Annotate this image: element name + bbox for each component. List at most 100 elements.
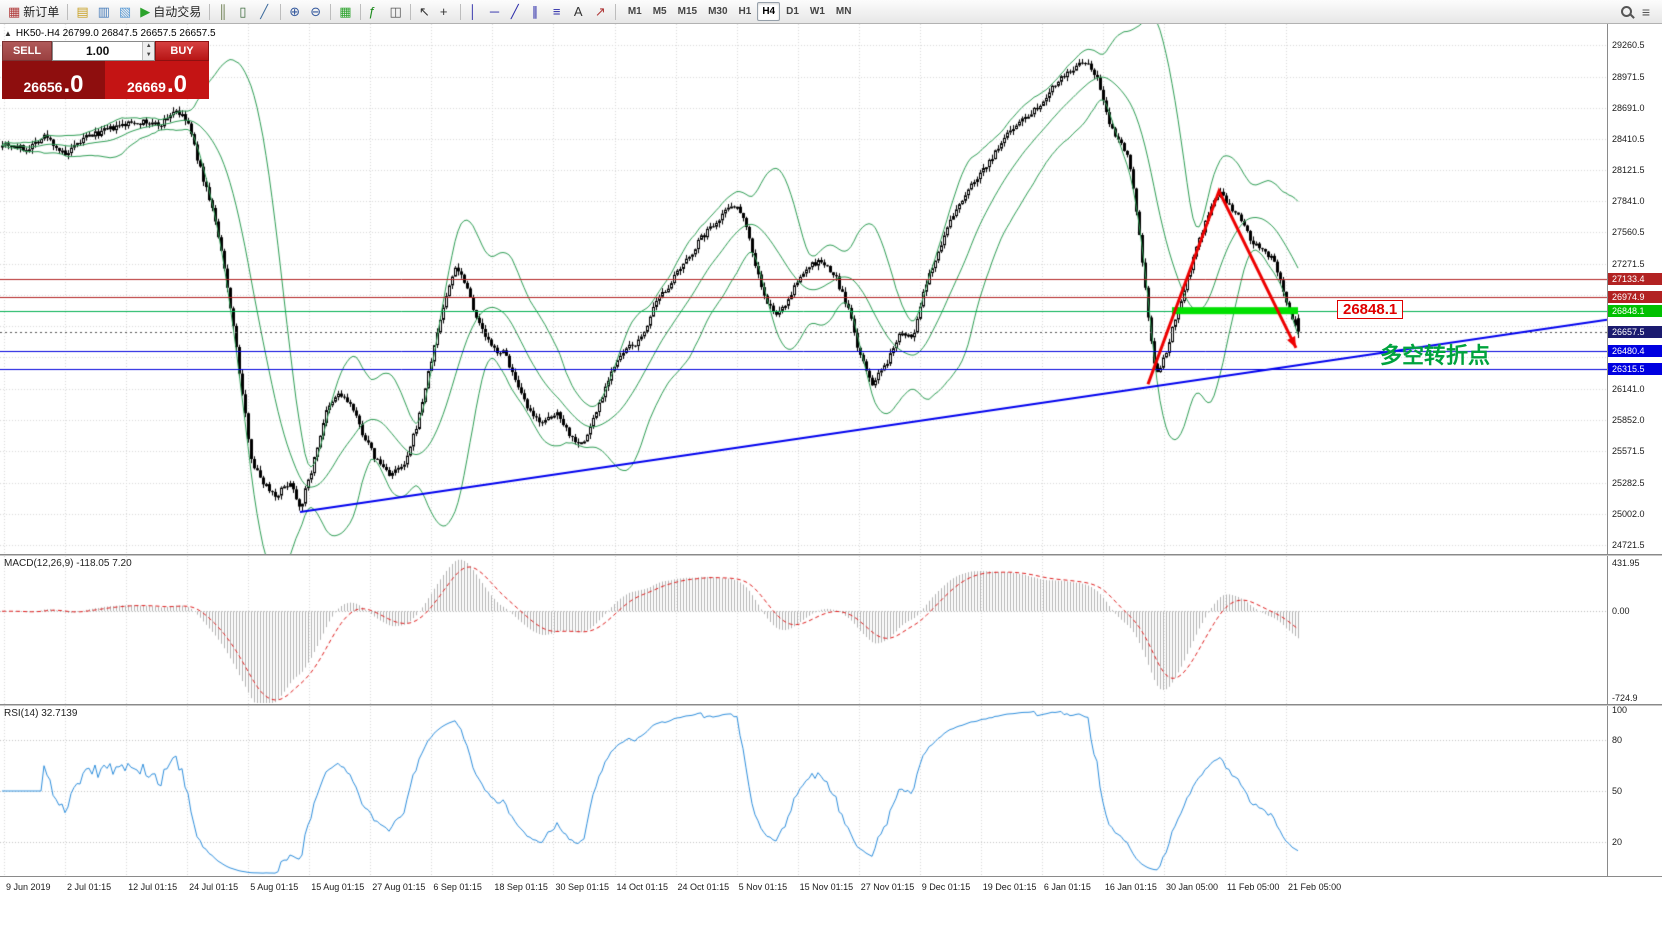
volume-down-icon[interactable]: ▼ bbox=[143, 51, 154, 60]
time-axis[interactable]: 9 Jun 2019 2 Jul 01:15 12 Jul 01:15 24 Jul … bbox=[0, 876, 1662, 896]
timeframe-H1[interactable]: H1 bbox=[738, 6, 752, 17]
charts-button[interactable]: ▧ bbox=[115, 2, 135, 22]
text-icon: A bbox=[573, 4, 583, 19]
sell-price-frac: .0 bbox=[63, 71, 84, 98]
crosshair-button[interactable]: + bbox=[436, 2, 456, 22]
zoom-in-button[interactable]: ⊕ bbox=[285, 2, 305, 22]
new-order-button[interactable]: ▦ 新订单 bbox=[4, 2, 63, 22]
pane-splitter[interactable] bbox=[0, 554, 1662, 556]
auto-trading-icon: ▶ bbox=[140, 4, 151, 19]
objects-button[interactable]: ◫ bbox=[386, 2, 406, 22]
time-axis-label: 11 Feb 05:00 bbox=[1227, 882, 1280, 892]
bar-chart-button[interactable]: ║ bbox=[214, 2, 234, 22]
vline-button[interactable]: │ bbox=[465, 2, 485, 22]
price-axis-label: 25852.0 bbox=[1612, 415, 1645, 426]
trendline-button[interactable]: ╱ bbox=[507, 2, 527, 22]
objects-icon: ◫ bbox=[389, 4, 402, 19]
volume-spinner: ▲ ▼ bbox=[142, 42, 154, 60]
auto-trading-button[interactable]: ▶ 自动交易 bbox=[136, 2, 205, 22]
one-click-collapse-icon[interactable]: ▲ bbox=[4, 29, 12, 38]
new-order-icon: ▦ bbox=[8, 4, 21, 19]
time-axis-label: 2 Jul 01:15 bbox=[67, 882, 112, 892]
rsi-axis-label: 50 bbox=[1612, 786, 1623, 796]
time-axis-label: 30 Jan 05:00 bbox=[1165, 882, 1218, 892]
timeframe-W1[interactable]: W1 bbox=[809, 6, 825, 17]
timeframe-M5[interactable]: M5 bbox=[652, 6, 667, 17]
history-button[interactable]: ▤ bbox=[72, 2, 92, 22]
zoom-in-icon: ⊕ bbox=[289, 4, 301, 19]
text-button[interactable]: A bbox=[570, 2, 590, 22]
indicators-button[interactable]: ƒ bbox=[365, 2, 385, 22]
timeframe-M1[interactable]: M1 bbox=[627, 6, 642, 17]
toolbar-buttons: ▦ 新订单 ▤ ▥ ▧ ▶ 自动交易 ║ ▯ ╱ ⊕ ⊖ ▦ ƒ ◫ ↖ + │ ─ ╱ ∥ ≡ A ↗ bbox=[4, 2, 619, 22]
price-callout[interactable]: 26848.1 bbox=[1337, 300, 1404, 319]
rsi-canvas[interactable] bbox=[0, 706, 1607, 876]
search-icon[interactable] bbox=[1620, 6, 1632, 17]
fibo-button[interactable]: ≡ bbox=[549, 2, 569, 22]
rsi-axis-label: 80 bbox=[1612, 735, 1623, 745]
buy-button[interactable]: BUY bbox=[155, 41, 209, 61]
timeframe-MN[interactable]: MN bbox=[835, 6, 852, 17]
menu-icon[interactable]: ≡ bbox=[1641, 3, 1650, 20]
timeframe-D1[interactable]: D1 bbox=[786, 6, 799, 17]
turning-point-label[interactable]: 多空转折点 bbox=[1380, 343, 1491, 368]
buy-price-box[interactable]: 26669 .0 bbox=[105, 61, 209, 99]
trendline-icon: ╱ bbox=[510, 4, 519, 19]
trade-panel-header-row: SELL ▲ ▼ BUY bbox=[2, 41, 209, 61]
sell-price-main: 26656 bbox=[23, 79, 63, 95]
hline-icon: ─ bbox=[489, 4, 500, 19]
price-tag: 26848.1 bbox=[1608, 304, 1662, 317]
macd-label: MACD(12,26,9) -118.05 7.20 bbox=[4, 558, 132, 569]
time-axis-label: 6 Sep 01:15 bbox=[433, 882, 482, 892]
time-axis-label: 27 Nov 01:15 bbox=[860, 882, 915, 892]
price-axis-label: 28410.5 bbox=[1612, 133, 1645, 144]
time-axis-label: 19 Dec 01:15 bbox=[982, 882, 1037, 892]
macd-axis-label: 431.95 bbox=[1612, 558, 1640, 568]
volume-input[interactable] bbox=[53, 42, 143, 60]
price-axis-label: 28121.5 bbox=[1612, 165, 1645, 176]
time-axis-label: 27 Aug 01:15 bbox=[372, 882, 426, 892]
auto-trading-button-label: 自动交易 bbox=[153, 5, 202, 19]
channel-button[interactable]: ∥ bbox=[528, 2, 548, 22]
sep6 bbox=[409, 3, 411, 20]
cursor-button[interactable]: ↖ bbox=[415, 2, 435, 22]
time-axis-label: 21 Feb 05:00 bbox=[1288, 882, 1342, 892]
rsi-label: RSI(14) 32.7139 bbox=[4, 708, 78, 719]
candle-chart-icon: ▯ bbox=[239, 4, 247, 19]
arrows-button[interactable]: ↗ bbox=[591, 2, 611, 22]
price-axis[interactable]: 29260.5 28971.5 28691.0 28410.5 28121.5 27841… bbox=[1607, 24, 1662, 876]
zoom-out-button[interactable]: ⊖ bbox=[306, 2, 326, 22]
buy-price-main: 26669 bbox=[127, 79, 166, 95]
price-axis-label: 26141.0 bbox=[1612, 383, 1645, 394]
time-axis-label: 16 Jan 01:15 bbox=[1104, 882, 1157, 892]
sell-price-box[interactable]: 26656 .0 bbox=[2, 61, 105, 99]
time-axis-label: 24 Jul 01:15 bbox=[189, 882, 239, 892]
crosshair-icon: + bbox=[439, 4, 448, 19]
timeframe-M15[interactable]: M15 bbox=[677, 6, 698, 17]
macd-canvas[interactable] bbox=[0, 556, 1607, 704]
timeframe-H4[interactable]: H4 bbox=[757, 2, 781, 21]
line-chart-button[interactable]: ╱ bbox=[256, 2, 276, 22]
cursor-icon: ↖ bbox=[418, 4, 430, 19]
pane-splitter[interactable] bbox=[0, 704, 1662, 706]
zoom-out-icon: ⊖ bbox=[310, 4, 322, 19]
arrows-icon: ↗ bbox=[594, 4, 606, 19]
sep3 bbox=[280, 3, 282, 20]
symbol-info: ▲ HK50-.H4 26799.0 26847.5 26657.5 26657… bbox=[4, 28, 216, 39]
timeframe-M30[interactable]: M30 bbox=[708, 6, 728, 17]
price-chart-canvas[interactable] bbox=[0, 24, 1607, 554]
candle-chart-button[interactable]: ▯ bbox=[235, 2, 255, 22]
price-axis-label: 28971.5 bbox=[1612, 71, 1645, 82]
toolbar: ▦ 新订单 ▤ ▥ ▧ ▶ 自动交易 ║ ▯ ╱ ⊕ ⊖ ▦ ƒ ◫ ↖ + │ ─ ╱ ∥ ≡ A ↗ M1 M5 M15 M30… bbox=[0, 0, 1662, 24]
time-axis-label: 6 Jan 01:15 bbox=[1043, 882, 1091, 892]
sell-button[interactable]: SELL bbox=[2, 41, 52, 61]
time-axis-label: 18 Sep 01:15 bbox=[494, 882, 548, 892]
tile-windows-button[interactable]: ▦ bbox=[335, 2, 355, 22]
sep4 bbox=[330, 3, 332, 20]
volume-up-icon[interactable]: ▲ bbox=[143, 42, 154, 51]
profiles-button[interactable]: ▥ bbox=[94, 2, 114, 22]
macd-pane: MACD(12,26,9) -118.05 7.20 bbox=[0, 556, 1607, 704]
sep7 bbox=[459, 3, 461, 20]
hline-button[interactable]: ─ bbox=[486, 2, 506, 22]
